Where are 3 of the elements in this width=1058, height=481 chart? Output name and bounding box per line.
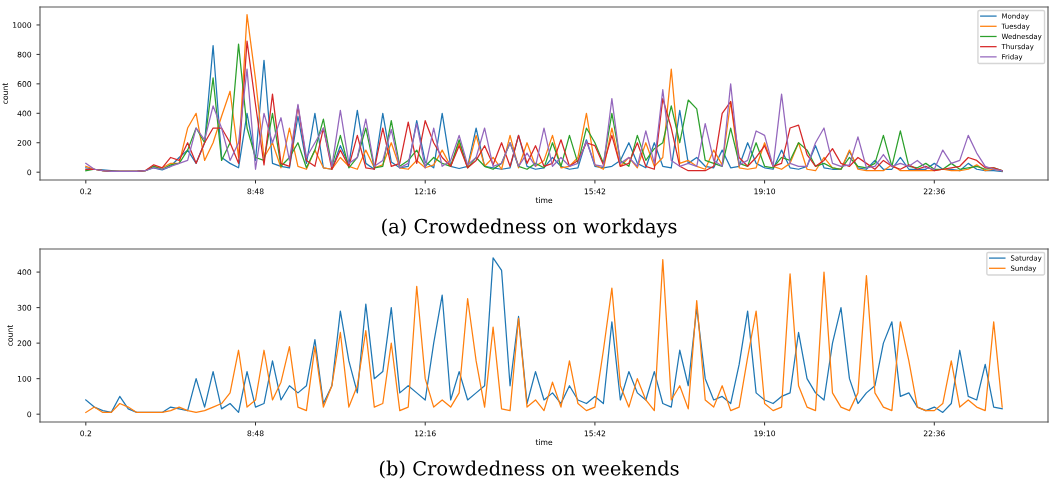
text: (b) Crowdedness on weekends [379,460,679,479]
text: (a) Crowdedness on workdays [382,218,677,238]
line-series [85,68,1003,173]
